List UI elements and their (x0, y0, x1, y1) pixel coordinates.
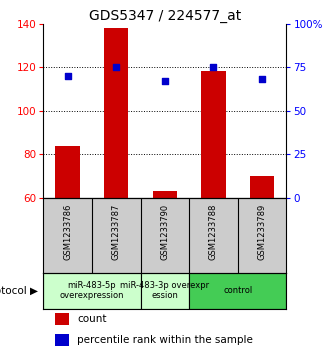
Text: GSM1233787: GSM1233787 (112, 204, 121, 260)
Point (211, 64, 216, 70)
Text: GSM1233790: GSM1233790 (160, 204, 169, 260)
Bar (141, 273, 189, 309)
Text: GSM1233788: GSM1233788 (209, 204, 218, 260)
Text: control: control (223, 286, 252, 295)
Point (114, 64, 119, 70)
Text: GSM1233789: GSM1233789 (257, 204, 267, 260)
Text: GSM1233786: GSM1233786 (63, 204, 72, 260)
Text: miR-483-5p
overexpression: miR-483-5p overexpression (60, 281, 124, 301)
Point (259, 77, 265, 82)
Point (65, 73, 70, 79)
Text: percentile rank within the sample: percentile rank within the sample (77, 335, 253, 345)
Bar (189, 273, 286, 309)
Bar (55, 334, 69, 346)
Text: miR-483-3p overexpr
ession: miR-483-3p overexpr ession (120, 281, 209, 301)
Text: protocol ▶: protocol ▶ (0, 286, 38, 296)
Bar (43, 273, 141, 309)
Bar (55, 146, 80, 198)
Bar (201, 72, 226, 198)
Text: count: count (77, 314, 107, 324)
Bar (55, 313, 69, 325)
Point (162, 78, 167, 84)
Bar (104, 28, 129, 198)
Bar (250, 176, 274, 198)
Title: GDS5347 / 224577_at: GDS5347 / 224577_at (89, 9, 241, 23)
Bar (153, 191, 177, 198)
